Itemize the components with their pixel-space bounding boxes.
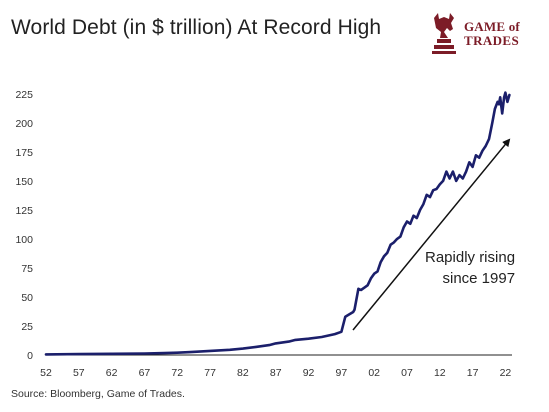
bull-chess-knight-icon	[432, 13, 456, 54]
x-tick-label: 82	[237, 367, 249, 379]
x-axis-ticks: 52 57 62 67 72 77 82 87 92 97 02 07 12 17 22	[40, 367, 511, 379]
y-tick-label: 100	[15, 234, 33, 246]
y-axis-ticks: 0 25 50 75 100 125 150 175 200 225	[15, 89, 33, 362]
x-tick-label: 67	[139, 367, 151, 379]
world-debt-series-line	[44, 91, 511, 356]
y-tick-label: 25	[21, 321, 33, 333]
y-tick-label: 125	[15, 205, 33, 217]
x-tick-label: 02	[368, 367, 380, 379]
x-tick-label: 52	[40, 367, 52, 379]
y-tick-label: 150	[15, 176, 33, 188]
x-tick-label: 77	[204, 367, 216, 379]
chart-title: World Debt (in $ trillion) At Record Hig…	[11, 16, 382, 39]
y-tick-label: 0	[27, 350, 33, 362]
x-tick-label: 97	[336, 367, 348, 379]
y-tick-label: 50	[21, 292, 33, 304]
y-tick-label: 75	[21, 263, 33, 275]
trend-arrow	[352, 138, 511, 331]
x-tick-label: 07	[401, 367, 413, 379]
x-tick-label: 92	[303, 367, 315, 379]
annotation-line-1: Rapidly rising	[425, 249, 516, 266]
x-tick-label: 22	[500, 367, 512, 379]
logo-text-top: GAME of	[464, 19, 520, 34]
game-of-trades-logo: GAME of TRADES	[426, 10, 538, 58]
y-tick-label: 225	[15, 89, 33, 101]
annotation-line-2: since 1997	[442, 270, 516, 287]
x-tick-label: 17	[467, 367, 479, 379]
source-note: Source: Bloomberg, Game of Trades.	[11, 388, 185, 400]
y-tick-label: 175	[15, 147, 33, 159]
y-tick-label: 200	[15, 118, 33, 130]
x-tick-label: 57	[73, 367, 85, 379]
x-tick-label: 62	[106, 367, 118, 379]
x-tick-label: 72	[171, 367, 183, 379]
annotation-text: Rapidly rising since 1997	[425, 247, 515, 289]
x-tick-label: 87	[270, 367, 282, 379]
x-tick-label: 12	[434, 367, 446, 379]
logo-text-bottom: TRADES	[464, 33, 520, 48]
